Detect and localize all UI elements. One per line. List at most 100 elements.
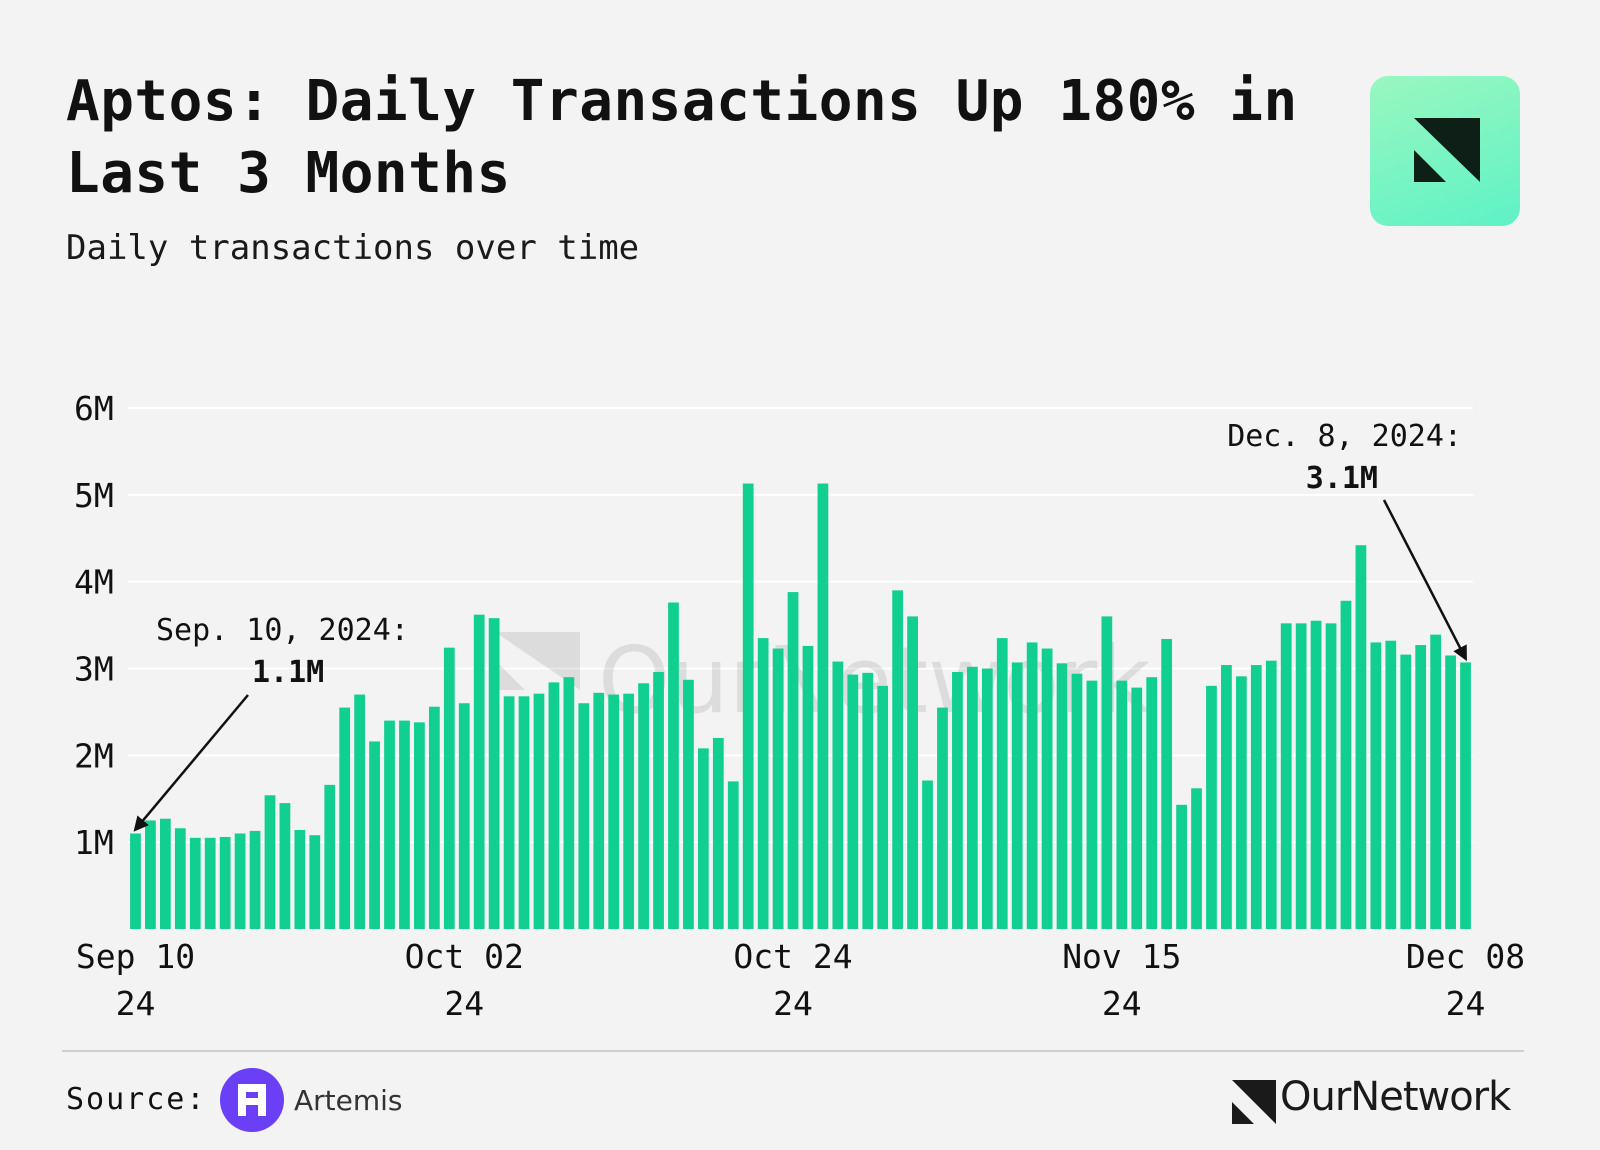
bar-chart: 1M 2M 3M 4M 5M 6M OurNetwork Sep 10 24 Oct 02 24 Oc…	[74, 389, 1525, 1023]
source-label: Source:	[66, 1082, 207, 1117]
bar	[981, 668, 993, 929]
footer-divider	[62, 1050, 1524, 1052]
x-tick-label: Oct 24	[733, 937, 852, 976]
bar	[593, 692, 605, 929]
bar	[1325, 623, 1337, 929]
bar	[1221, 665, 1232, 929]
bar	[1280, 623, 1292, 929]
bar	[488, 618, 500, 929]
x-tick-year: 24	[1446, 984, 1486, 1023]
bar	[697, 748, 709, 929]
bar	[414, 722, 425, 929]
bar	[1011, 662, 1023, 929]
bar	[862, 672, 874, 929]
bar	[130, 833, 141, 929]
bar	[817, 483, 829, 929]
bar	[1146, 677, 1158, 929]
bar	[1265, 660, 1277, 929]
bar	[159, 818, 171, 929]
artemis-logo-icon	[220, 1068, 284, 1132]
ournetwork-brand-icon	[1232, 1080, 1276, 1124]
bar	[757, 638, 769, 929]
bar	[249, 830, 261, 929]
bar	[877, 685, 889, 929]
bar	[1116, 680, 1128, 929]
x-tick-year: 24	[444, 984, 484, 1023]
bar	[174, 828, 186, 929]
bar	[727, 781, 739, 929]
bar	[937, 707, 948, 929]
x-tick-year: 24	[773, 984, 813, 1023]
bar	[458, 703, 470, 929]
annotation-arrow	[133, 694, 249, 832]
y-tick-label: 3M	[74, 650, 114, 689]
bar	[802, 645, 814, 929]
bar	[653, 671, 664, 929]
watermark-text: OurNetwork	[598, 627, 1151, 734]
bar	[832, 661, 844, 929]
bar	[578, 703, 590, 929]
brand-name: OurNetwork	[1280, 1074, 1511, 1120]
bar	[145, 820, 156, 929]
bar	[1310, 620, 1322, 929]
bar	[1191, 788, 1202, 929]
bar	[1355, 545, 1367, 929]
bar	[1071, 673, 1083, 929]
bar	[1415, 645, 1427, 929]
bar	[712, 737, 724, 929]
bar	[533, 693, 545, 929]
bar	[1206, 685, 1217, 929]
bar	[608, 694, 620, 929]
x-tick-label: Sep 10	[76, 937, 195, 976]
bar	[638, 683, 649, 929]
bar	[384, 720, 395, 929]
bar	[922, 780, 933, 929]
annotation-arrow	[1382, 499, 1467, 662]
bar	[892, 590, 904, 929]
y-tick-label: 2M	[74, 736, 114, 775]
annotation-value: 3.1M	[1306, 461, 1378, 496]
bar	[234, 833, 246, 929]
x-tick-year: 24	[1102, 984, 1142, 1023]
bar	[503, 696, 515, 929]
bar	[1385, 640, 1397, 929]
bar	[996, 638, 1008, 929]
bar	[952, 671, 963, 929]
bar	[189, 837, 201, 929]
chart-subtitle: Daily transactions over time	[66, 228, 640, 268]
x-tick-label: Oct 02	[405, 937, 524, 976]
bar	[683, 679, 694, 929]
bar	[324, 784, 336, 929]
x-tick-label: Nov 15	[1062, 937, 1181, 976]
bar	[518, 696, 530, 929]
bar	[1445, 655, 1456, 929]
bar	[219, 836, 231, 929]
chart-title: Aptos: Daily Transactions Up 180% in Las…	[66, 69, 1298, 206]
annotation-date: Dec. 8, 2024:	[1227, 419, 1462, 454]
y-tick-label: 4M	[74, 563, 114, 602]
bar	[428, 706, 440, 929]
bar	[548, 682, 560, 929]
bar	[339, 707, 351, 929]
bar	[309, 835, 321, 929]
bar	[399, 720, 410, 929]
bar	[1041, 648, 1053, 929]
ournetwork-logo-tile	[1370, 76, 1520, 226]
bar	[264, 795, 276, 929]
bar	[1250, 665, 1262, 929]
bar	[563, 677, 575, 929]
bar	[668, 602, 679, 929]
x-tick-year: 24	[116, 984, 156, 1023]
x-tick-label: Dec 08	[1406, 937, 1525, 976]
bar	[1400, 654, 1412, 929]
bar	[1295, 623, 1307, 929]
bar	[1056, 663, 1068, 929]
bar	[623, 693, 635, 929]
bar	[1086, 680, 1098, 929]
bar	[907, 616, 918, 929]
bar	[1370, 642, 1382, 929]
bar	[1026, 642, 1038, 929]
bar	[1460, 662, 1471, 929]
annotation-value: 1.1M	[252, 655, 324, 690]
bar	[1340, 600, 1352, 929]
